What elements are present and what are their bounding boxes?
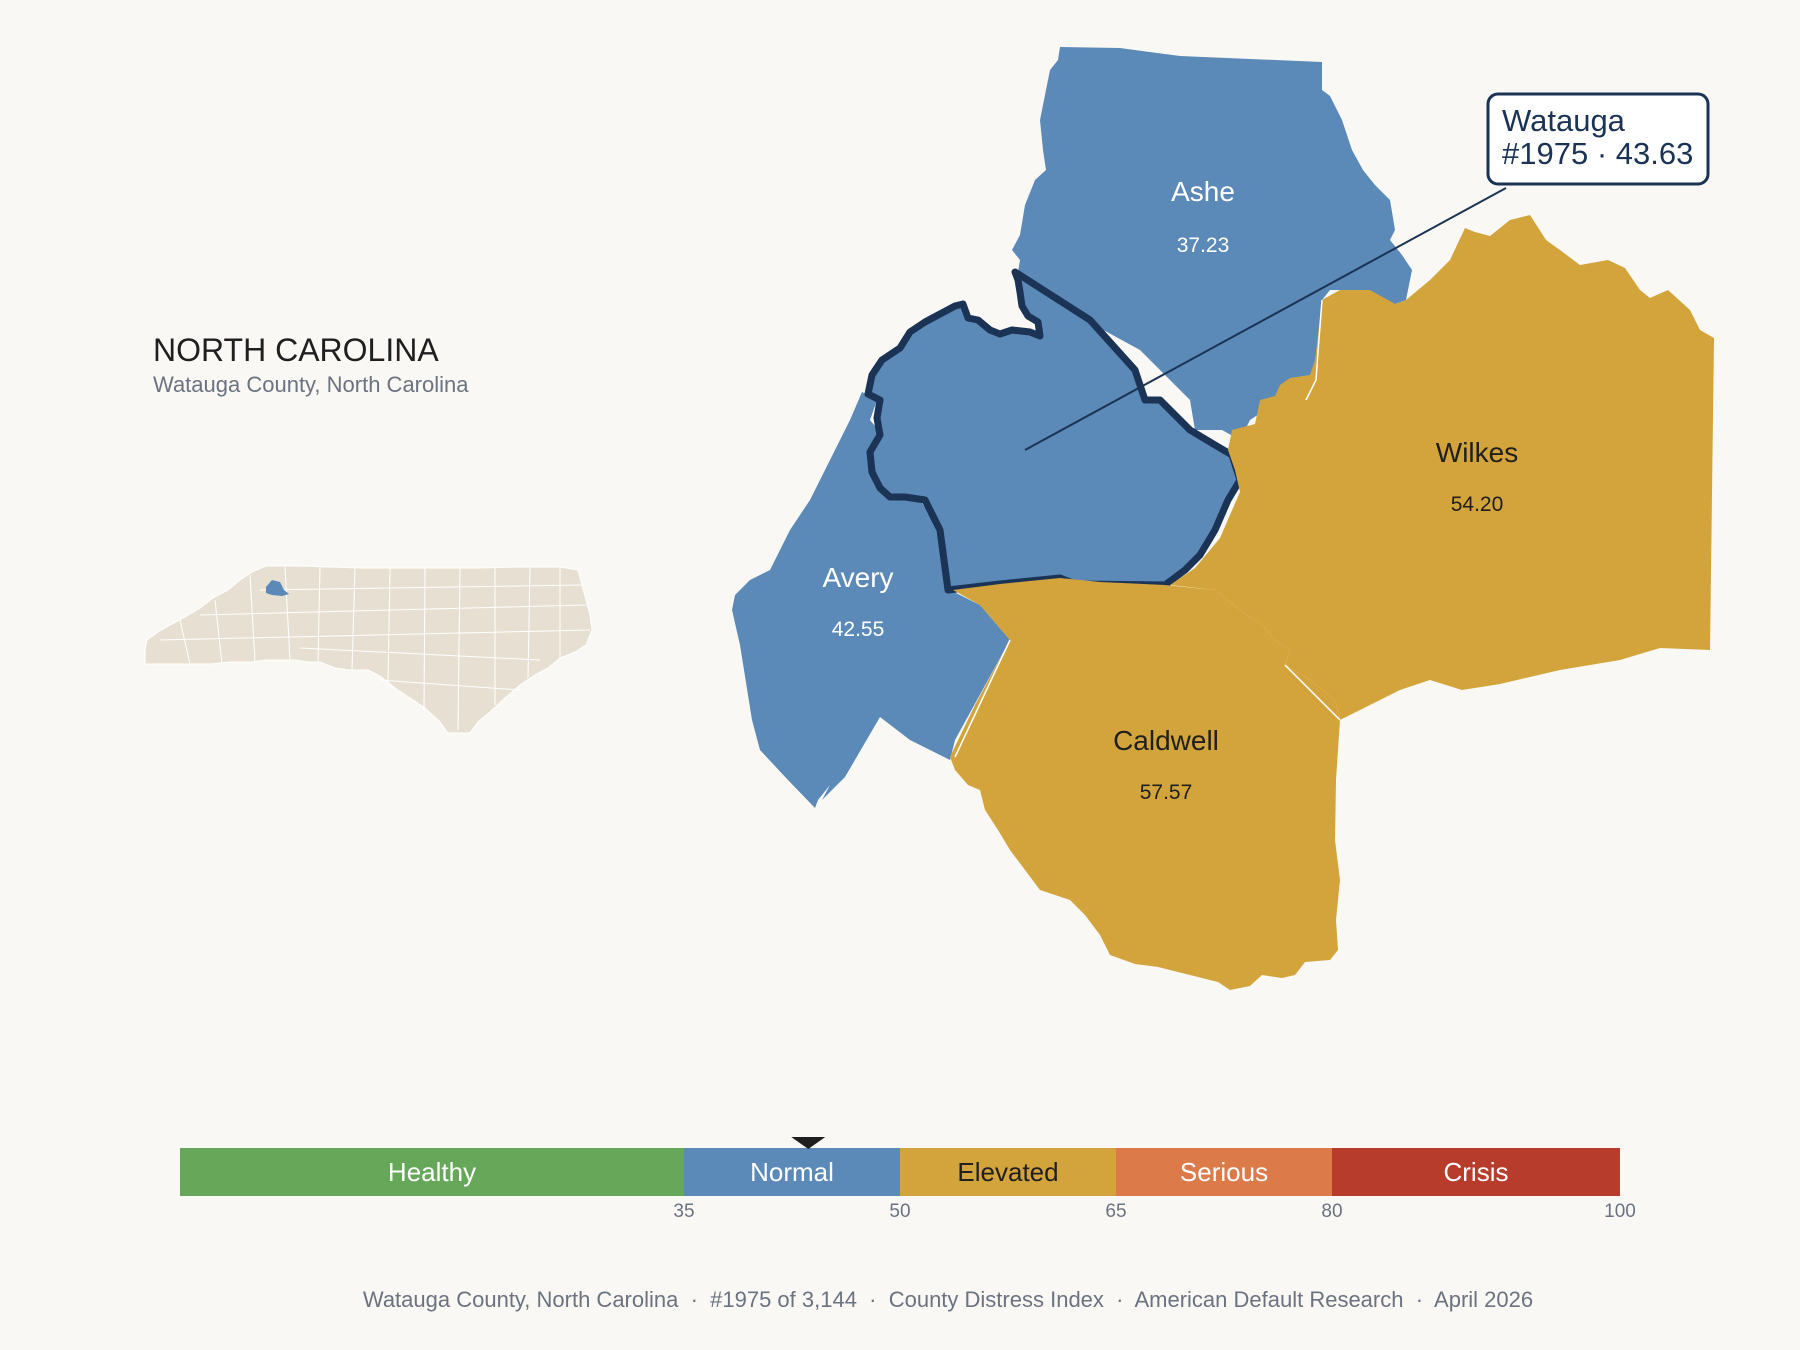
legend-label-healthy: Healthy <box>388 1157 476 1187</box>
county-label-ashe: Ashe <box>1171 176 1235 207</box>
inset-county-lines <box>159 566 591 731</box>
inset-state-shape <box>144 565 593 734</box>
callout: Watauga #1975 · 43.63 <box>1024 92 1710 451</box>
legend-label-elevated: Elevated <box>957 1157 1058 1187</box>
legend-segment-elevated <box>900 1148 1116 1196</box>
legend-segment-serious <box>1116 1148 1332 1196</box>
state-title: NORTH CAROLINA <box>153 332 439 368</box>
county-label-wilkes: Wilkes <box>1436 437 1518 468</box>
county-value-wilkes: 54.20 <box>1451 493 1504 516</box>
legend-tick-50: 50 <box>889 1201 910 1222</box>
county-labels: Ashe 37.23 Avery 42.55 Wilkes 54.20 Cald… <box>822 176 1518 804</box>
state-header: NORTH CAROLINA Watauga County, North Car… <box>153 332 469 397</box>
county-caldwell <box>950 578 1340 990</box>
legend-label-serious: Serious <box>1180 1157 1268 1187</box>
callout-county-name: Watauga <box>1502 103 1626 138</box>
legend-tick-65: 65 <box>1105 1201 1126 1222</box>
legend-segment-crisis <box>1332 1148 1620 1196</box>
county-value-caldwell: 57.57 <box>1140 781 1193 804</box>
legend-tick-100: 100 <box>1604 1201 1636 1222</box>
county-wilkes <box>1170 215 1714 720</box>
legend-tick-35: 35 <box>673 1201 694 1222</box>
callout-box <box>1486 92 1710 186</box>
callout-leader-line <box>1024 187 1507 451</box>
county-label-avery: Avery <box>822 562 893 593</box>
legend-marker <box>791 1137 826 1149</box>
county-borders <box>954 299 1341 758</box>
county-map <box>732 47 1714 990</box>
footer-credit: Watauga County, North Carolina · #1975 o… <box>363 1287 1533 1312</box>
legend-label-crisis: Crisis <box>1444 1157 1509 1187</box>
inset-map <box>144 565 593 734</box>
callout-rank-score: #1975 · 43.63 <box>1502 136 1693 171</box>
inset-watauga-highlight <box>266 580 289 596</box>
legend-label-normal: Normal <box>750 1157 834 1187</box>
legend: Healthy Normal Elevated Serious Crisis 35 50 65… <box>180 1137 1636 1222</box>
county-value-avery: 42.55 <box>832 618 885 641</box>
county-value-ashe: 37.23 <box>1177 234 1230 257</box>
legend-segment-normal <box>684 1148 900 1196</box>
state-subtitle: Watauga County, North Carolina <box>153 372 469 397</box>
legend-tick-80: 80 <box>1321 1201 1342 1222</box>
county-avery <box>732 392 1010 808</box>
county-label-caldwell: Caldwell <box>1113 725 1219 756</box>
legend-segment-healthy <box>180 1148 684 1196</box>
county-ashe <box>1012 47 1412 440</box>
